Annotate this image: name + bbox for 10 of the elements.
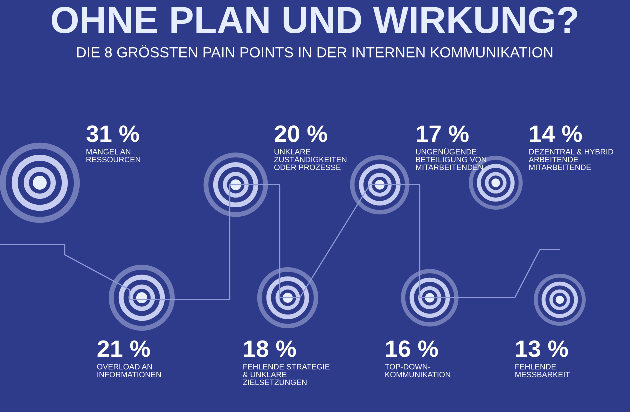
data-label: 17 % (417, 126, 469, 142)
text: DIE 8 GRÖSSTEN PAIN POINTS IN DER INTERNEN KOMMUNIKATION (77, 45, 553, 58)
data-label: 13 % (516, 340, 568, 358)
data-label: 21 % (98, 340, 150, 358)
data-label: 14 % (530, 126, 582, 142)
text: OHNE PLAN UND WIRKUNG? (52, 6, 578, 34)
data-label: 20 % (275, 126, 328, 142)
data-label: 16 % (386, 340, 438, 358)
data-label: 31 % (86, 126, 140, 142)
data-label: 18 % (244, 340, 296, 358)
